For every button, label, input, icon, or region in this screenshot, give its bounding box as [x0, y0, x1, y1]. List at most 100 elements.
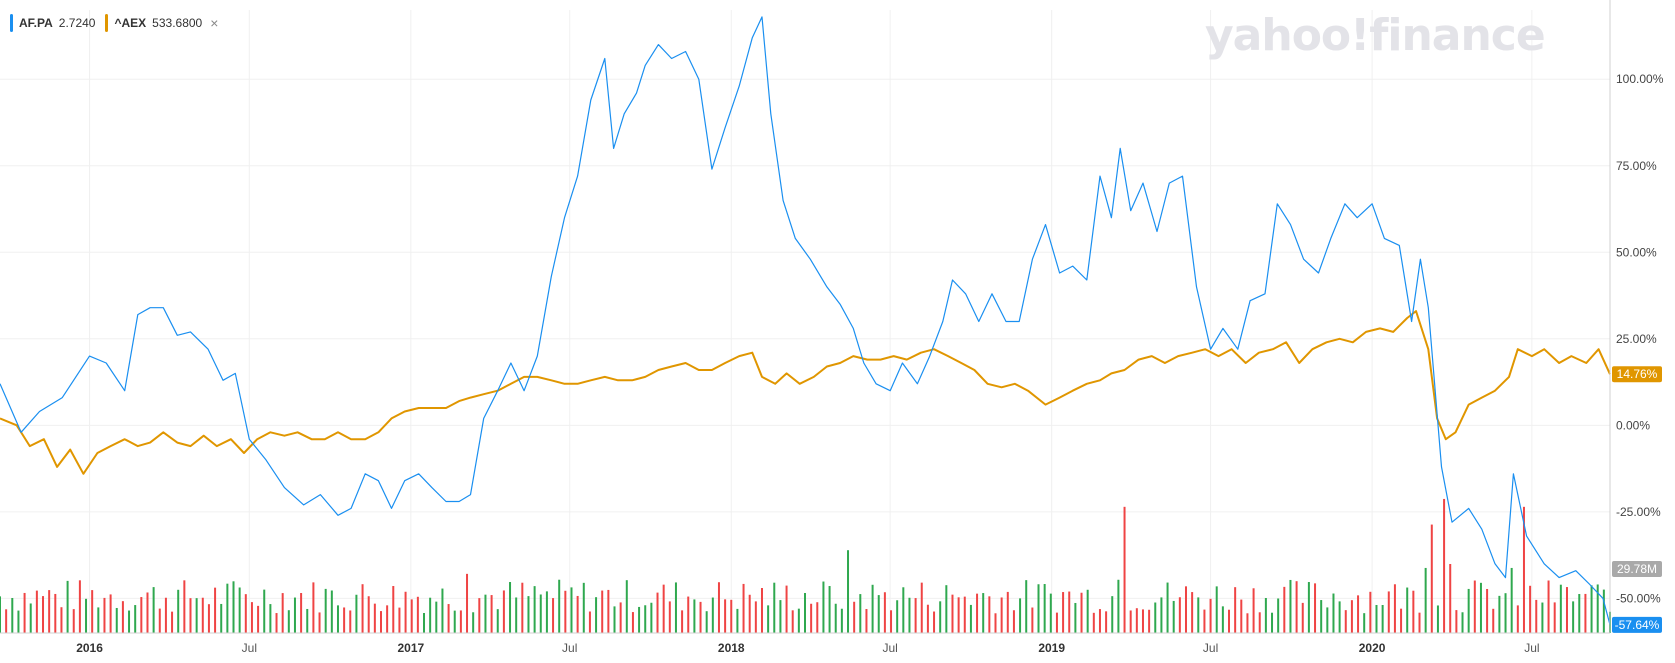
volume-bar [1012, 610, 1015, 633]
volume-bar [951, 594, 954, 633]
close-x-icon[interactable]: × [210, 15, 219, 31]
volume-bar [558, 579, 561, 633]
volume-bar [902, 587, 905, 633]
volume-bar [1516, 605, 1519, 633]
y-tick-label: -50.00% [1616, 591, 1661, 605]
volume-bar [336, 605, 339, 633]
x-tick-label: Jul [1524, 641, 1539, 655]
volume-bar [760, 588, 763, 633]
badge-volume-last-text: 29.78M [1617, 562, 1657, 576]
volume-bar [398, 607, 401, 633]
volume-bar [1424, 567, 1427, 633]
volume-bar [1357, 595, 1360, 633]
volume-bar [1541, 602, 1544, 633]
volume-bar [847, 550, 850, 633]
volume-bar [840, 608, 843, 633]
badge-volume-last: 29.78M [1612, 561, 1662, 577]
volume-bar [582, 582, 585, 633]
volume-bar [330, 590, 333, 633]
y-tick-label: 50.00% [1616, 245, 1657, 259]
volume-bar [318, 612, 321, 633]
volume-bar [361, 584, 364, 633]
volume-bar [441, 588, 444, 633]
volume-bar [1228, 609, 1231, 633]
volume-bar [171, 611, 174, 633]
volume-bar [1252, 588, 1255, 633]
volume-bar [797, 608, 800, 633]
legend-item-afpa[interactable]: AF.PA 2.7240 [10, 14, 95, 32]
volume-bar [226, 583, 229, 633]
volume-bar [1129, 610, 1132, 633]
volume-bar [539, 594, 542, 633]
volume-bar [699, 601, 702, 633]
volume-bar [509, 582, 512, 633]
series-line-afpa [0, 16, 1611, 625]
legend-item-aex[interactable]: ^AEX 533.6800 × [105, 14, 218, 32]
volume-bar [1412, 590, 1415, 633]
volume-bar [1234, 587, 1237, 633]
volume-bar [1344, 610, 1347, 633]
volume-bar [164, 597, 167, 633]
volume-bar [220, 603, 223, 633]
x-tick-label: 2017 [397, 641, 424, 655]
volume-bar [527, 596, 530, 633]
volume-bar [564, 590, 567, 633]
volume-bar [908, 597, 911, 633]
volume-bar [238, 587, 241, 633]
volume-bar [625, 580, 628, 633]
volume-bar [724, 599, 727, 633]
x-tick-label: 2018 [718, 641, 745, 655]
volume-bar [1258, 612, 1261, 633]
volume-bar [1141, 609, 1144, 633]
volume-bar [1271, 612, 1274, 633]
volume-bar [828, 586, 831, 633]
volume-bar [656, 592, 659, 633]
volume-bar [1393, 584, 1396, 633]
volume-bar [275, 613, 278, 633]
volume-bar [478, 598, 481, 633]
volume-bar [410, 599, 413, 633]
volume-bar [35, 590, 38, 633]
volume-bar [1055, 612, 1058, 633]
volume-bar [17, 610, 20, 633]
volume-bar [429, 597, 432, 633]
legend-symbol-afpa: AF.PA [19, 16, 53, 30]
volume-bar [1547, 580, 1550, 633]
volume-bar [865, 609, 868, 633]
volume-bar [748, 594, 751, 633]
y-tick-label: 75.00% [1616, 159, 1657, 173]
volume-bar [257, 605, 260, 633]
volume-bar [1105, 611, 1108, 633]
volume-bar [281, 593, 284, 633]
volume-bar [533, 586, 536, 633]
x-tick-label: Jul [562, 641, 577, 655]
volume-bar [791, 610, 794, 633]
volume-bar [1522, 506, 1525, 633]
volume-bar [853, 601, 856, 633]
volume-bar [324, 588, 327, 633]
volume-bar [1123, 506, 1126, 633]
volume-bar [871, 584, 874, 633]
volume-bar [244, 594, 247, 633]
volume-bar [472, 612, 475, 633]
volume-bar [1295, 581, 1298, 633]
volume-bar [552, 598, 555, 633]
volume-bar [60, 607, 63, 633]
volume-bar [1473, 580, 1476, 633]
volume-bar [1332, 593, 1335, 633]
volume-bar [545, 591, 548, 633]
volume-bar [1277, 598, 1280, 633]
volume-bar [54, 593, 57, 633]
volume-bar [1418, 612, 1421, 633]
volume-bar [496, 609, 499, 633]
volume-bar [1479, 582, 1482, 633]
volume-bar [48, 590, 51, 633]
volume-bar [300, 593, 303, 633]
x-tick-label: Jul [242, 641, 257, 655]
volume-bar [1455, 610, 1458, 633]
volume-bar [1596, 584, 1599, 633]
volume-bar [1098, 609, 1101, 633]
volume-bar [1154, 602, 1157, 633]
